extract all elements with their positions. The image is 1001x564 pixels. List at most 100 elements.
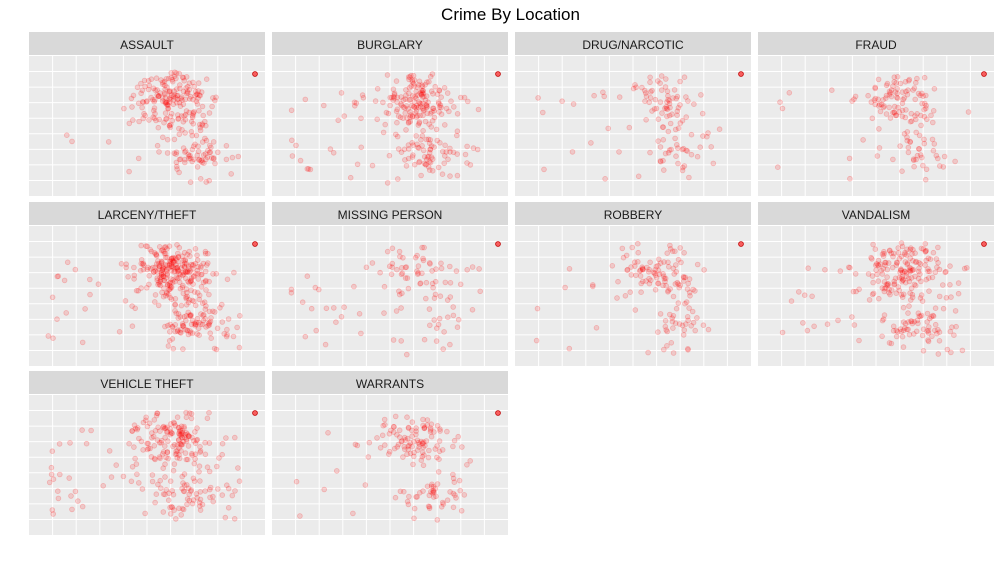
facet-strip <box>272 32 508 55</box>
data-point <box>435 164 442 171</box>
data-point <box>904 134 910 141</box>
data-point <box>667 246 674 252</box>
data-point <box>198 271 205 278</box>
data-point <box>441 160 448 167</box>
data-point <box>615 278 621 285</box>
data-point <box>172 255 179 261</box>
data-point <box>175 311 182 317</box>
data-point <box>891 103 898 110</box>
data-point <box>476 266 482 272</box>
data-point <box>435 321 442 328</box>
data-point <box>204 464 211 471</box>
data-point <box>174 265 181 271</box>
data-point <box>923 116 930 123</box>
data-point <box>143 99 150 105</box>
data-point <box>159 451 166 457</box>
data-point <box>811 323 817 330</box>
data-point <box>424 154 431 160</box>
data-point <box>138 256 145 263</box>
data-point <box>365 454 372 460</box>
data-point <box>170 254 176 261</box>
data-point <box>402 157 408 163</box>
data-point <box>915 90 922 97</box>
data-point <box>633 84 639 91</box>
data-point <box>212 97 218 104</box>
data-point <box>144 243 151 250</box>
data-point <box>131 276 137 282</box>
scatter-points <box>535 71 744 182</box>
data-point <box>167 425 173 432</box>
data-point <box>886 286 892 293</box>
data-point <box>647 79 653 86</box>
data-point <box>920 326 927 333</box>
data-point <box>156 439 163 446</box>
data-point <box>947 281 953 288</box>
data-point <box>165 265 172 272</box>
data-point <box>907 245 914 251</box>
data-point <box>195 148 202 155</box>
data-point <box>408 83 415 89</box>
data-point <box>206 319 213 326</box>
data-point <box>645 349 651 356</box>
data-point <box>686 305 692 311</box>
data-point <box>200 312 206 319</box>
data-point <box>195 270 201 277</box>
data-point <box>441 153 448 159</box>
data-point <box>172 328 179 335</box>
data-point <box>674 112 680 118</box>
data-point <box>407 450 414 457</box>
data-point <box>437 140 443 146</box>
data-point <box>429 168 436 174</box>
data-point <box>108 474 115 480</box>
data-point <box>164 449 171 455</box>
data-point <box>895 245 901 251</box>
data-point <box>904 246 910 253</box>
data-point <box>180 322 186 329</box>
data-point <box>156 116 163 123</box>
data-point <box>454 128 461 135</box>
data-point <box>384 248 391 255</box>
data-point <box>424 417 431 423</box>
data-point <box>197 127 204 134</box>
data-point <box>183 436 190 443</box>
data-point <box>906 264 913 271</box>
data-point <box>297 513 303 519</box>
data-point <box>925 327 932 334</box>
data-point <box>173 70 180 76</box>
data-point <box>929 333 935 340</box>
data-point <box>405 285 412 292</box>
data-point <box>681 327 688 333</box>
data-point <box>235 153 242 160</box>
data-point <box>406 76 412 83</box>
data-point <box>380 129 387 136</box>
data-point <box>145 445 152 452</box>
data-point <box>144 423 151 430</box>
scatter-points <box>293 410 501 523</box>
data-point <box>191 478 198 485</box>
data-point <box>411 104 418 110</box>
data-point <box>670 312 677 319</box>
data-point <box>216 455 222 461</box>
data-point <box>438 503 445 510</box>
data-point <box>425 503 432 510</box>
data-point <box>880 316 887 323</box>
data-point <box>879 251 886 257</box>
data-point <box>126 440 132 447</box>
data-point <box>878 101 885 108</box>
data-point <box>413 104 419 111</box>
data-point <box>167 113 174 120</box>
data-point <box>420 422 426 429</box>
data-point <box>869 115 876 122</box>
data-point <box>779 105 786 112</box>
data-point <box>600 89 606 96</box>
data-point <box>891 281 897 288</box>
data-point <box>352 441 359 448</box>
data-point <box>908 265 914 272</box>
data-point <box>188 118 195 125</box>
data-point <box>402 275 409 281</box>
data-point <box>393 308 400 314</box>
data-point <box>420 444 426 451</box>
data-point <box>396 288 402 295</box>
outlier-point <box>252 410 258 416</box>
data-point <box>391 95 397 101</box>
